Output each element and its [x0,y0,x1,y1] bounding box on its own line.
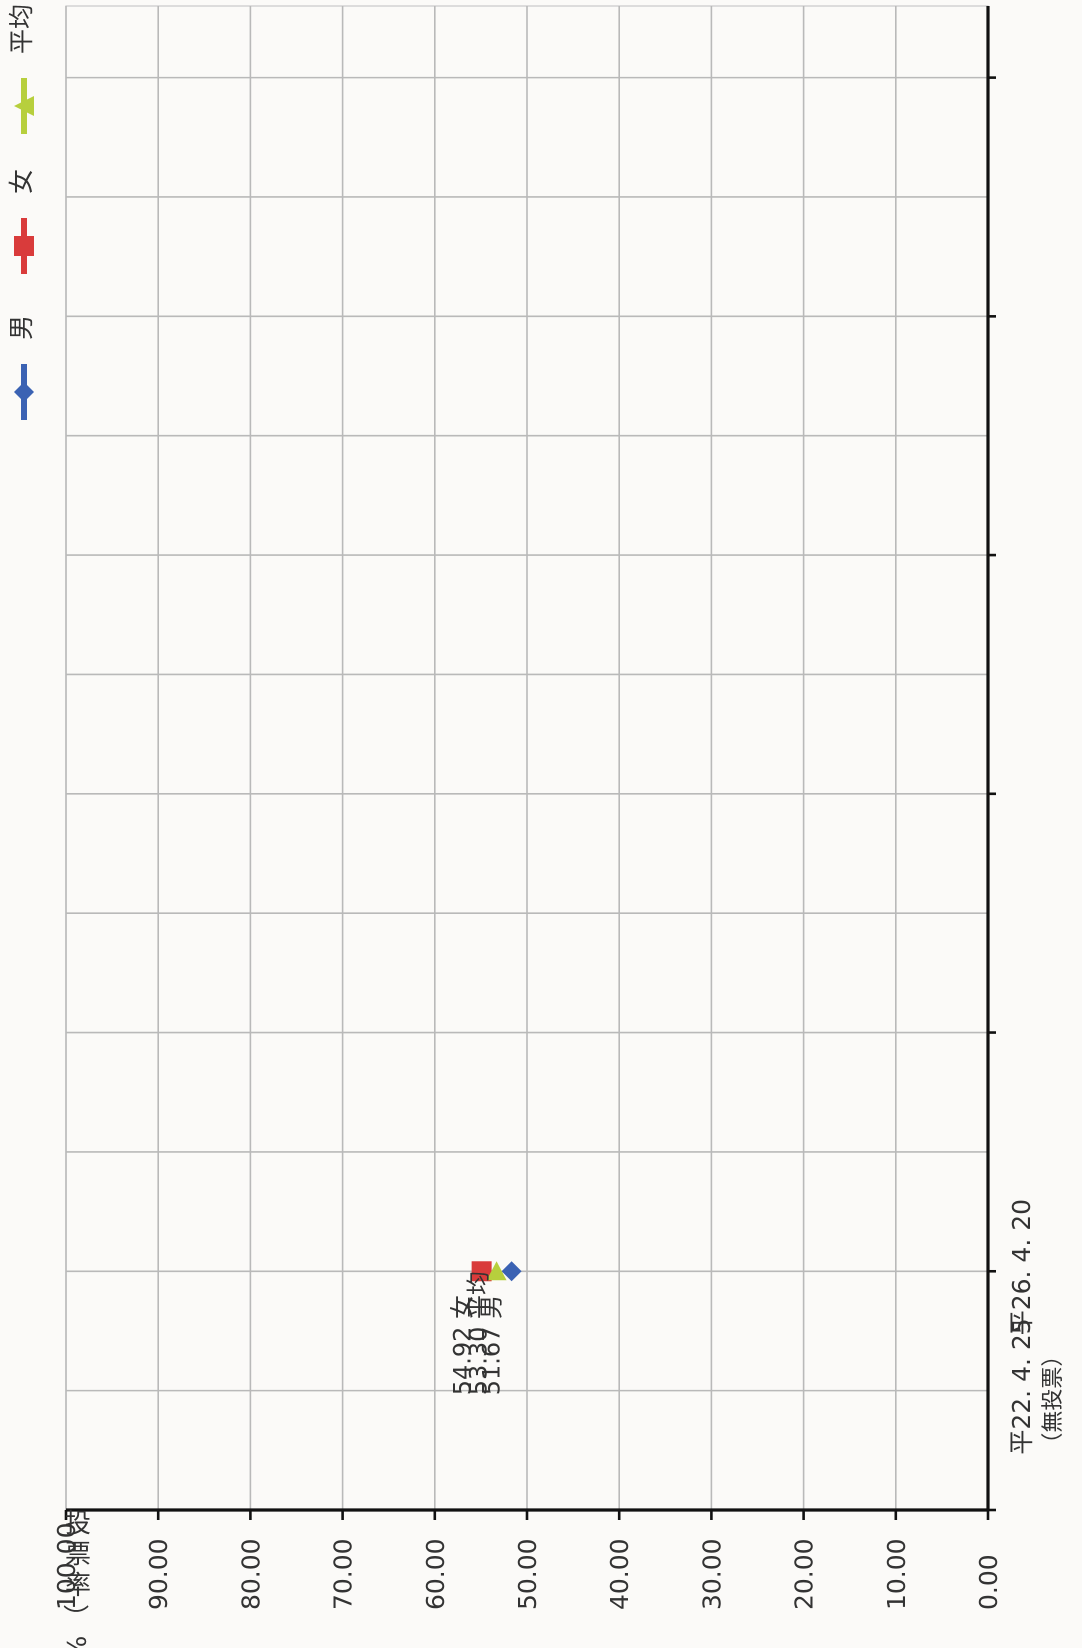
legend-label: 男 [7,315,36,340]
data-point-female [471,1261,492,1282]
value-tick-label: 10.00 [882,1538,911,1610]
value-tick-label: 0.00 [974,1554,1003,1610]
legend-marker-average [14,96,34,116]
value-tick-label: 80.00 [236,1538,265,1610]
legend-label: 平均 [7,4,36,54]
y-axis-title-char: 率 [65,1571,91,1601]
value-tick-label: 100.00 [52,1523,81,1610]
y-axis-title-char: % [63,1636,93,1648]
chart-layer: 0.00 10.00 20.00 30.00 40.00 50.00 60.00 70.00 8… [7,4,1066,1648]
value-tick-label: 90.00 [144,1538,173,1610]
y-axis-title-char: （ [63,1604,93,1630]
data-label: 53.30 平均 [465,1271,493,1395]
category-label: 平26. 4. 20 [1007,1199,1036,1335]
value-tick-label: 30.00 [697,1538,726,1610]
legend-marker-male [14,382,34,402]
y-axis-title-char: 投 [65,1509,91,1539]
value-tick-label: 60.00 [421,1538,450,1610]
data-label: 51.67 男 [478,1295,506,1395]
category-label: 平22. 4. 25 [1007,1318,1036,1454]
y-axis-title-char: 票 [65,1540,91,1570]
legend-marker-female [14,236,34,256]
value-tick-label: 40.00 [605,1538,634,1610]
value-tick-label: 70.00 [329,1538,358,1610]
data-label: 54.92 女 [449,1295,477,1395]
category-note: （無投票） [1041,1345,1066,1455]
value-tick-label: 50.00 [513,1538,542,1610]
data-point-male [501,1261,522,1282]
data-point-average [486,1261,507,1281]
legend-label: 女 [7,169,36,194]
value-tick-label: 20.00 [790,1538,819,1610]
